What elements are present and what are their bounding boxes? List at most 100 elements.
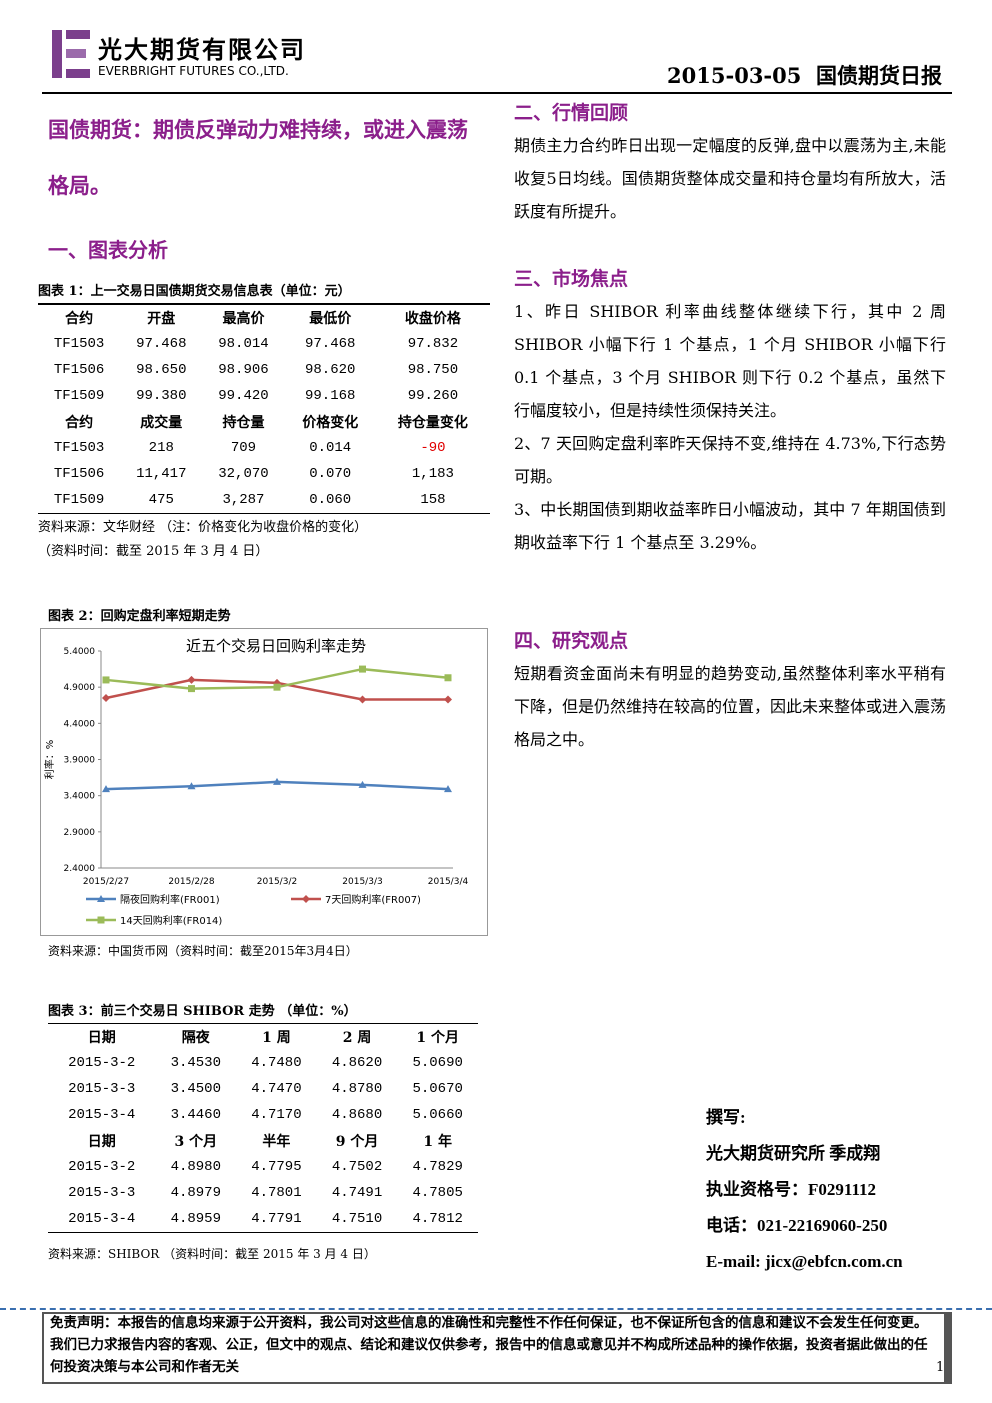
cell: 2015-3-2 — [68, 1055, 136, 1071]
cell: 4.8959 — [155, 1206, 237, 1233]
cell: 99.168 — [304, 388, 356, 404]
row: 2015-3-2 4.8980 4.7795 4.7502 4.7829 — [48, 1154, 478, 1180]
table-caption: 图表 3：前三个交易日 SHIBOR 走势 （单位：%） — [48, 1000, 478, 1024]
x-tick-label: 2015/3/4 — [428, 877, 469, 887]
header-cell: 隔夜 — [155, 1023, 237, 1050]
cell: 99.260 — [407, 388, 459, 404]
date: 2015-03-05 — [667, 63, 802, 88]
row: TF1503 97.468 98.014 97.468 97.832 — [38, 331, 490, 357]
header-cell: 9 个月 — [335, 1134, 379, 1150]
legend-label: 14天回购利率(FR014) — [120, 914, 222, 927]
table: 合约 开盘 最高价 最低价 收盘价格 TF1503 97.468 98.014 97.468 97… — [38, 304, 490, 514]
row: 2015-3-4 3.4460 4.7170 4.8680 5.0660 — [48, 1102, 478, 1128]
y-axis-label: 利率：% — [43, 740, 56, 780]
y-tick-label: 2.4000 — [64, 864, 96, 874]
section-title: 三、市场焦点 — [514, 268, 629, 290]
point — [444, 785, 452, 793]
point — [273, 777, 281, 785]
author-block: 撰写: 光大期货研究所 季成翔 执业资格号：F0291112 电话：021-22… — [706, 1100, 903, 1280]
y-tick-label: 3.9000 — [64, 756, 96, 766]
header-cell: 持仓量变化 — [397, 415, 468, 431]
point — [102, 785, 110, 793]
note: 资料来源：文华财经 （注：价格变化为收盘价格的变化） — [38, 520, 368, 535]
cell: 98.014 — [218, 336, 269, 352]
point — [359, 665, 366, 673]
cell: 2015-3-2 — [68, 1159, 136, 1175]
author-line: E-mail: jicx@ebfcn.com.cn — [706, 1252, 903, 1271]
cell: 2015-3-4 — [48, 1206, 156, 1233]
cell: 4.7170 — [251, 1107, 302, 1123]
cell: -90 — [420, 440, 446, 456]
legend-label: 7天回购利率(FR007) — [325, 893, 421, 906]
author-line: 执业资格号：F0291112 — [706, 1180, 877, 1199]
header-cell: 日期 — [48, 1023, 156, 1050]
cell: 0.014 — [309, 440, 352, 456]
figure-source: 资料来源：中国货币网（资料时间：截至2015年3月4日） — [48, 944, 358, 958]
cell: TF1503 — [53, 440, 105, 456]
cell: 32,070 — [218, 466, 269, 482]
cell: TF1509 — [38, 487, 121, 514]
row: TF1506 11,417 32,070 0.070 1,183 — [38, 461, 490, 487]
header-row: 日期 3 个月 半年 9 个月 1 年 — [48, 1128, 478, 1154]
header-cell: 1 年 — [423, 1134, 452, 1150]
notes: 资料来源：文华财经 （注：价格变化为收盘价格的变化） （资料时间：截至 2015… — [38, 516, 367, 564]
header-cell: 3 个月 — [174, 1134, 218, 1150]
section: 四、研究观点 短期看资金面尚未有明显的趋势变动,虽然整体利率水平稍有下降，但是仍然… — [514, 626, 946, 756]
y-tick-label: 5.4000 — [64, 647, 96, 657]
point — [444, 674, 452, 682]
header-cell: 价格变化 — [302, 415, 359, 431]
cell: 4.7480 — [251, 1055, 302, 1071]
cell: 2015-3-3 — [68, 1185, 136, 1201]
logo — [52, 30, 90, 78]
cell: 3,287 — [202, 487, 285, 514]
cell: 4.7510 — [316, 1206, 398, 1233]
table-caption: 图表 1：上一交易日国债期货交易信息表（单位：元） — [38, 280, 490, 304]
section-title: 四、研究观点 — [514, 630, 629, 652]
header-cell: 收盘价格 — [375, 304, 490, 331]
cell: 4.7791 — [236, 1206, 317, 1233]
row: 2015-3-2 3.4530 4.7480 4.8620 5.0690 — [48, 1050, 478, 1076]
cell: 2015-3-4 — [68, 1107, 136, 1123]
paragraph: 3、中长期国债到期收益率昨日小幅波动，其中 7 年期国债到期收益率下行 1 个基… — [514, 500, 946, 552]
point — [187, 675, 196, 684]
point — [102, 694, 110, 703]
cell: 1,183 — [411, 466, 454, 482]
point — [358, 780, 367, 788]
paragraph: 2、7 天回购定盘利率昨天保持不变,维持在 4.73%,下行态势可期。 — [514, 434, 946, 486]
cell: 4.8979 — [170, 1185, 221, 1201]
cell: TF1503 — [53, 336, 105, 352]
cell: 218 — [148, 440, 174, 456]
section-title: 二、行情回顾 — [514, 102, 629, 124]
header-row: 合约 开盘 最高价 最低价 收盘价格 — [38, 304, 490, 331]
cell: 4.7829 — [412, 1159, 463, 1175]
author-label: 撰写: — [706, 1108, 746, 1127]
footer-rule — [0, 1308, 992, 1310]
cell: 475 — [120, 487, 203, 514]
cell: 4.7502 — [331, 1159, 383, 1175]
cell: 5.0660 — [412, 1107, 463, 1123]
row: TF1503 218 709 0.014 -90 — [38, 435, 490, 461]
header-cell: 1 周 — [236, 1023, 317, 1050]
section: 三、市场焦点 1、昨日 SHIBOR 利率曲线整体继续下行，其中 2 周 SHIB… — [514, 264, 946, 559]
row: TF1509 475 3,287 0.060 158 — [38, 487, 490, 514]
table-source: 资料来源：SHIBOR （资料时间：截至 2015 年 3 月 4 日） — [48, 1247, 376, 1261]
header-row: 合约 成交量 持仓量 价格变化 持仓量变化 — [38, 409, 490, 435]
point — [187, 782, 196, 790]
point — [444, 695, 452, 704]
cell: 3.4500 — [170, 1081, 221, 1097]
author-line: 电话：021-22169060-250 — [706, 1216, 888, 1235]
cell: 3.4530 — [170, 1055, 221, 1071]
cell: TF1506 — [53, 466, 105, 482]
y-tick-label: 3.4000 — [64, 792, 96, 802]
cell: 97.468 — [136, 336, 187, 352]
cell: 3.4460 — [170, 1107, 221, 1123]
cell: 4.8680 — [331, 1107, 383, 1123]
author-line: 光大期货研究所 季成翔 — [706, 1144, 881, 1163]
page-number: 1 — [936, 1360, 945, 1375]
cell: 11,417 — [136, 466, 187, 482]
note: （资料时间：截至 2015 年 3 月 4 日） — [38, 544, 269, 559]
chart-title: 近五个交易日回购利率走势 — [186, 637, 366, 655]
cell: 4.7812 — [397, 1206, 478, 1233]
